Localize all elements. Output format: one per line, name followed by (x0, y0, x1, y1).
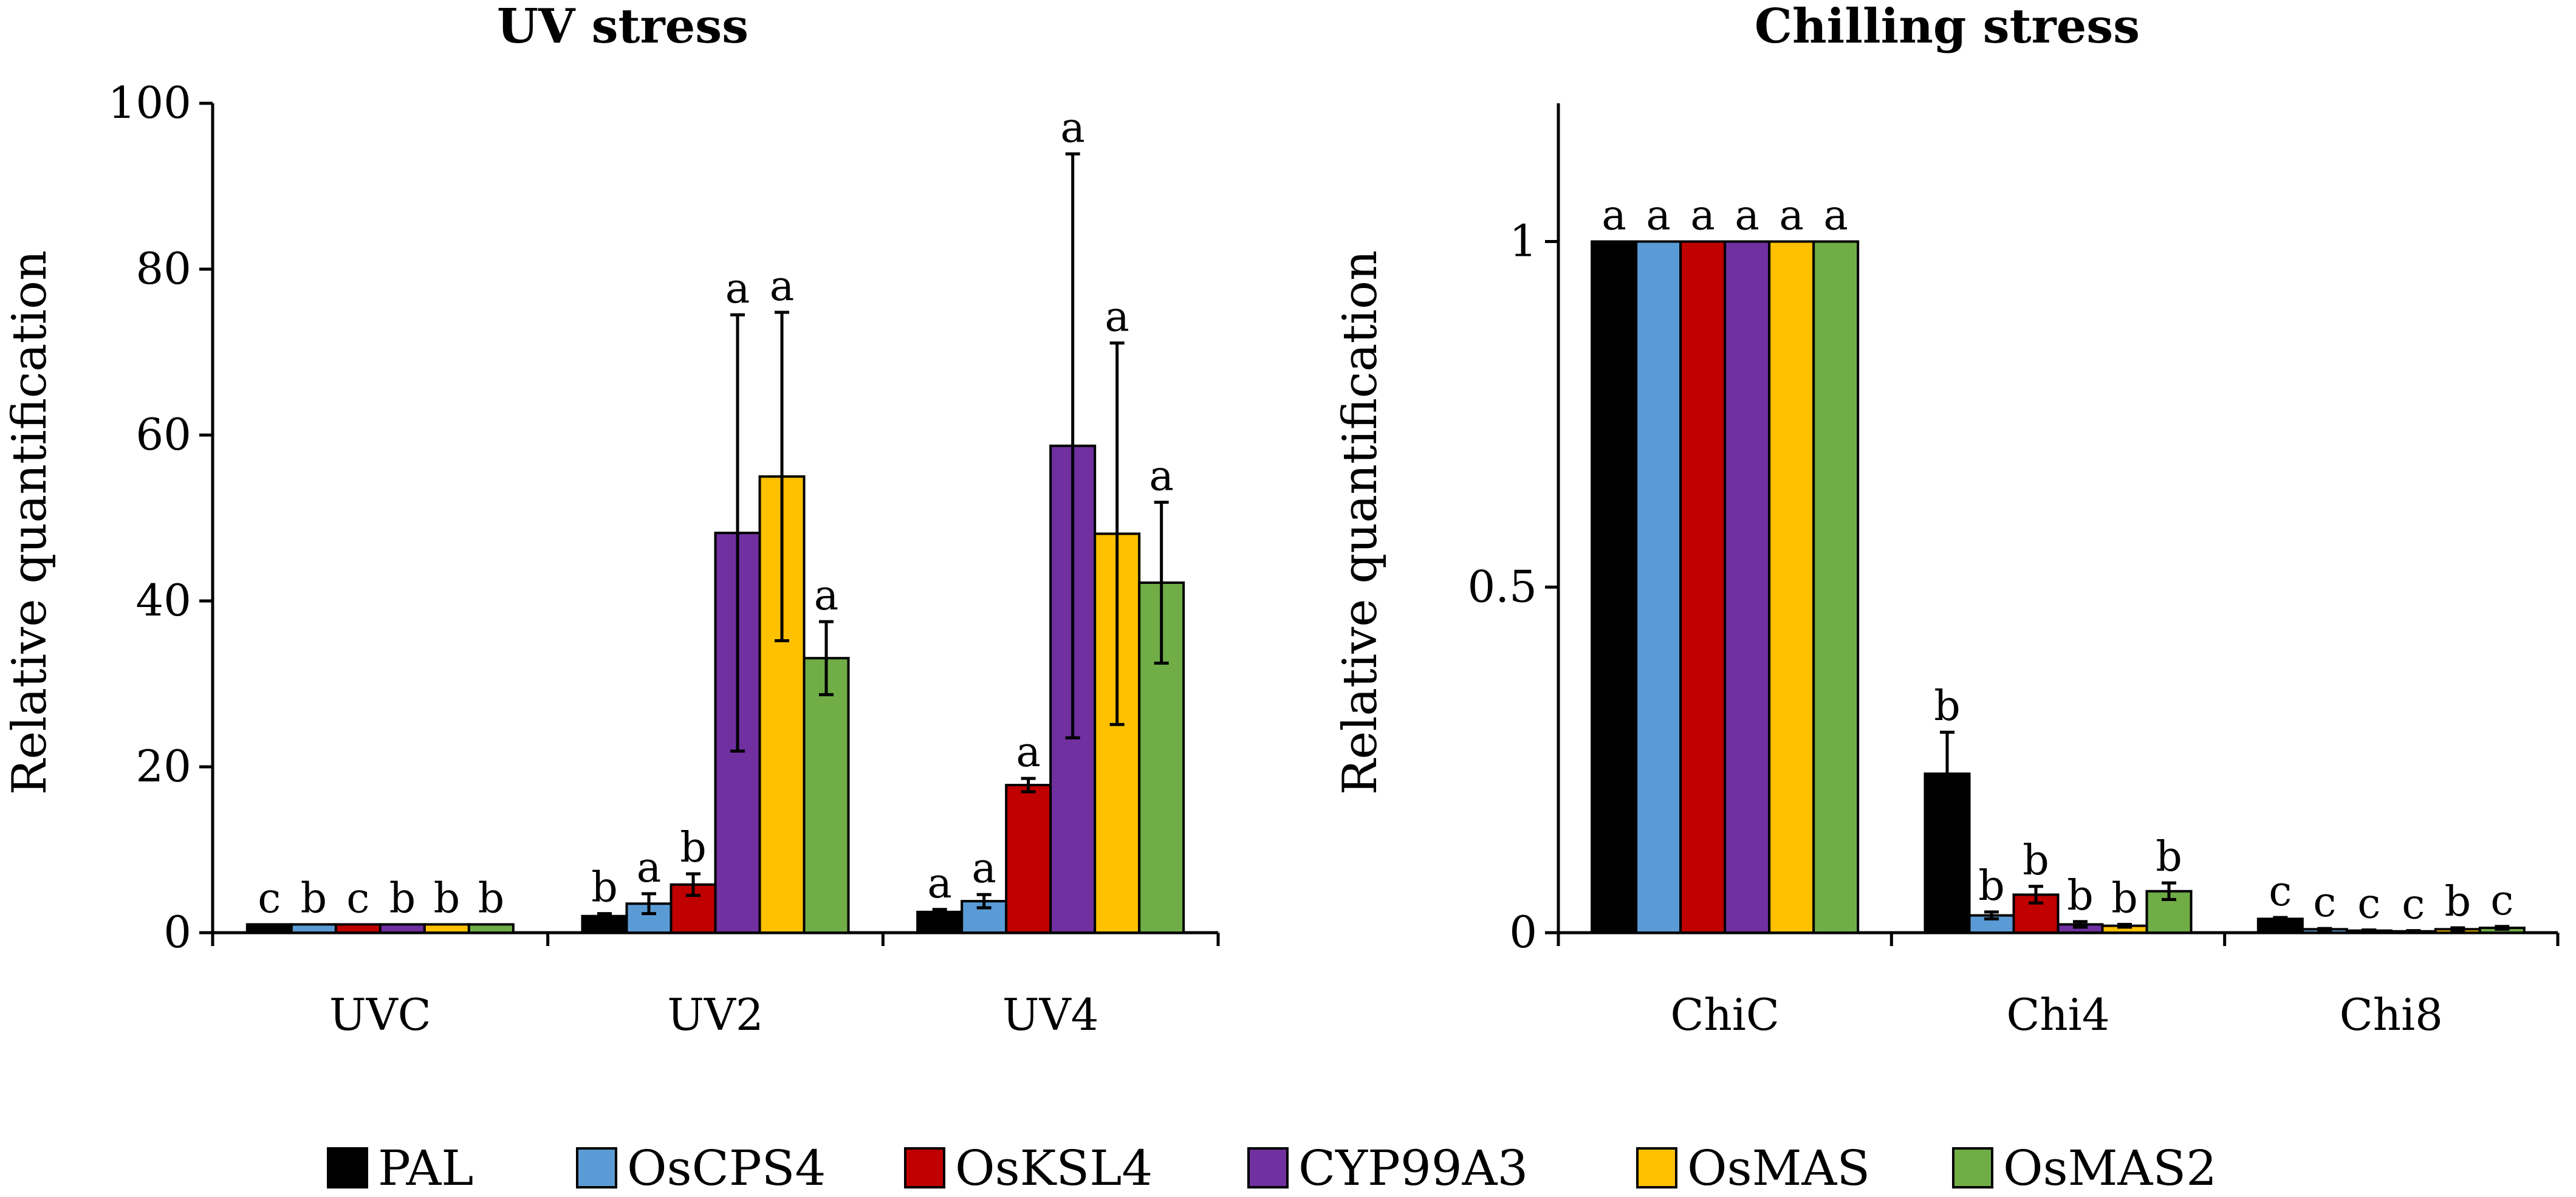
significance-letter: c (2490, 877, 2513, 925)
legend-item-oscps4: OsCPS4 (576, 1140, 826, 1196)
bar (1724, 240, 1771, 934)
y-tick-label: 80 (135, 243, 191, 294)
x-category-label: ChiC (1670, 989, 1780, 1040)
y-tick-label: 60 (135, 409, 191, 460)
significance-letter: c (2402, 881, 2425, 929)
y-tick-label: 0 (1509, 907, 1537, 958)
y-axis-label-chilling: Relative quantification (1333, 250, 1388, 795)
significance-letter: c (2269, 868, 2292, 916)
legend-item-osmas2: OsMAS2 (1952, 1140, 2217, 1196)
significance-letter: c (258, 874, 281, 922)
chart-title-chilling: Chilling stress (1755, 0, 2140, 54)
significance-letter: a (1690, 192, 1715, 240)
legend-label: OsCPS4 (627, 1140, 826, 1196)
y-tick-label: 0.5 (1467, 561, 1537, 612)
legend-item-pal: PAL (327, 1140, 473, 1196)
x-category-label: UV2 (667, 989, 763, 1040)
significance-letter: c (2313, 879, 2336, 927)
significance-letter: b (680, 824, 707, 872)
y-axis-label-uv: Relative quantification (2, 250, 57, 795)
bar (1812, 240, 1860, 934)
significance-letter: b (434, 874, 461, 922)
legend-label: OsKSL4 (955, 1140, 1153, 1196)
significance-letter: b (2023, 837, 2049, 885)
legend: PAL OsCPS4 OsKSL4 CYP99A3 OsMAS OsMAS2 (327, 1140, 2217, 1196)
bar (245, 923, 293, 934)
legend-swatch (904, 1147, 945, 1188)
bar (334, 923, 382, 934)
legend-swatch (576, 1147, 617, 1188)
y-tick-label: 100 (108, 77, 191, 128)
significance-letter: b (2156, 833, 2182, 881)
y-tick-label: 0 (163, 907, 191, 958)
significance-letter: a (770, 262, 795, 310)
significance-letter: c (346, 874, 369, 922)
legend-label: CYP99A3 (1298, 1140, 1528, 1196)
significance-letter: c (2357, 880, 2380, 928)
bar (290, 923, 337, 934)
significance-letter: a (971, 845, 996, 893)
significance-letter: a (1601, 192, 1626, 240)
bar (1768, 240, 1815, 934)
legend-swatch (1952, 1147, 1993, 1188)
legend-label: PAL (378, 1140, 473, 1196)
significance-letter: a (637, 844, 662, 892)
significance-letter: a (1823, 192, 1848, 240)
bar (379, 923, 426, 934)
x-category-label: Chi8 (2340, 989, 2443, 1040)
bar (1679, 240, 1727, 934)
legend-swatch (327, 1147, 368, 1188)
significance-letter: b (591, 864, 618, 912)
bar (467, 923, 515, 934)
significance-letter: a (927, 860, 952, 908)
significance-letter: a (814, 572, 839, 620)
y-tick-label: 20 (135, 741, 191, 792)
significance-letter: b (1978, 862, 2005, 910)
bar (803, 657, 850, 935)
significance-letter: b (301, 874, 327, 922)
chart-title-uv: UV stress (497, 0, 748, 54)
y-tick-label: 1 (1509, 216, 1537, 267)
bar (423, 923, 470, 934)
x-category-label: Chi4 (2006, 989, 2109, 1040)
significance-letter: a (1646, 192, 1671, 240)
legend-label: OsMAS2 (2003, 1140, 2217, 1196)
significance-letter: b (2067, 872, 2094, 920)
bar (1005, 784, 1052, 935)
bar (1635, 240, 1682, 934)
significance-letter: b (478, 874, 505, 922)
significance-letter: b (2445, 878, 2472, 926)
significance-letter: a (1735, 192, 1759, 240)
uv-stress-chart: UV stress Relative quantification 0 20 40 6… (2, 0, 1220, 1040)
chilling-stress-chart: Chilling stress Relative quantification … (1333, 0, 2560, 1040)
significance-letter: a (1016, 729, 1041, 777)
significance-letter: b (389, 874, 416, 922)
legend-item-osmas: OsMAS (1636, 1140, 1870, 1196)
legend-label: OsMAS (1687, 1140, 1870, 1196)
legend-item-osksl4: OsKSL4 (904, 1140, 1153, 1196)
y-tick-label: 40 (135, 575, 191, 626)
significance-letter: a (1779, 192, 1804, 240)
significance-letter: b (1934, 682, 1961, 730)
legend-item-cyp99a3: CYP99A3 (1247, 1140, 1528, 1196)
bar (1591, 240, 1638, 934)
significance-letter: a (1060, 104, 1085, 152)
x-category-label: UV4 (1002, 989, 1098, 1040)
legend-swatch (1636, 1147, 1677, 1188)
significance-letter: b (2111, 874, 2138, 922)
significance-letter: a (1105, 293, 1129, 341)
x-category-label: UVC (329, 989, 431, 1040)
legend-swatch (1247, 1147, 1289, 1188)
significance-letter: a (725, 265, 750, 313)
significance-letter: a (1149, 453, 1174, 501)
